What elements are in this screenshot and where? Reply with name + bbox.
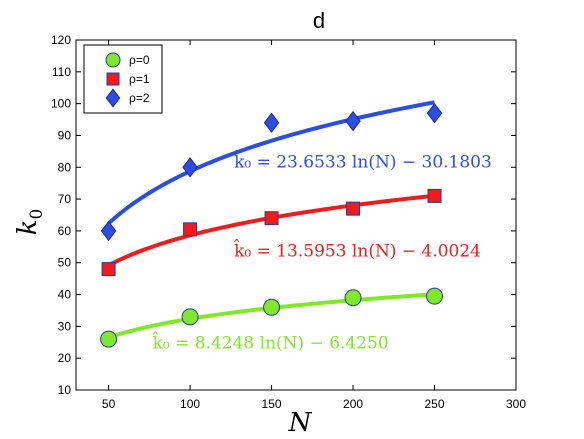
y-tick-label: 10 bbox=[58, 383, 72, 397]
y-tick-label: 70 bbox=[58, 192, 72, 206]
x-tick-label: 200 bbox=[343, 397, 363, 411]
y-tick-label: 100 bbox=[51, 97, 71, 111]
data-point bbox=[183, 222, 198, 237]
data-markers bbox=[100, 102, 444, 348]
y-axis-label: k0 bbox=[13, 209, 47, 236]
data-point bbox=[100, 330, 118, 348]
chart-title: d bbox=[313, 8, 325, 33]
data-point bbox=[426, 102, 443, 124]
x-tick-label: 250 bbox=[425, 397, 445, 411]
legend-label: ρ=0 bbox=[129, 53, 150, 67]
legend: ρ=0 ρ=1 ρ=2 bbox=[83, 44, 163, 114]
y-tick-label: 110 bbox=[52, 65, 71, 79]
y-tick-label: 50 bbox=[58, 256, 72, 270]
data-point bbox=[101, 262, 116, 277]
y-tick-label: 20 bbox=[58, 351, 72, 365]
data-point bbox=[344, 289, 362, 307]
x-tick-label: 100 bbox=[180, 397, 200, 411]
data-point bbox=[263, 112, 280, 133]
legend-label: ρ=2 bbox=[129, 91, 150, 105]
legend-marker bbox=[106, 72, 120, 86]
x-tick-label: 150 bbox=[262, 397, 282, 411]
axis-ticks: 50 100 150 200 250 300 10 20 30 40 50 60 70 80 90 100 11… bbox=[51, 33, 526, 411]
data-point bbox=[345, 110, 361, 132]
legend-marker bbox=[105, 52, 121, 68]
x-axis-label: N bbox=[288, 408, 313, 438]
legend-label: ρ=1 bbox=[129, 72, 150, 86]
data-point bbox=[426, 287, 444, 305]
y-tick-label: 80 bbox=[58, 160, 72, 174]
y-tick-label: 120 bbox=[51, 33, 71, 47]
y-tick-label: 30 bbox=[58, 319, 72, 333]
fit-line bbox=[107, 100, 435, 225]
x-tick-label: 300 bbox=[506, 397, 526, 411]
y-tick-label: 60 bbox=[58, 224, 72, 238]
y-tick-label: 90 bbox=[58, 128, 72, 142]
data-point bbox=[181, 308, 199, 326]
y-tick-label: 40 bbox=[58, 288, 72, 302]
data-point bbox=[264, 211, 279, 226]
fit-annotations: k̂₀ = 23.6533 ln(N) − 30.1803 k̂₀ = 13.59… bbox=[153, 151, 492, 354]
fit-equation: k̂₀ = 23.6533 ln(N) − 30.1803 bbox=[234, 151, 492, 173]
fit-equation: k̂₀ = 8.4248 ln(N) − 6.4250 bbox=[153, 332, 389, 354]
data-point bbox=[182, 157, 198, 178]
data-point bbox=[346, 201, 361, 216]
legend-box bbox=[83, 44, 163, 114]
x-tick-label: 50 bbox=[102, 397, 116, 411]
data-point bbox=[100, 220, 117, 242]
fit-equation: k̂₀ = 13.5953 ln(N) − 4.0024 bbox=[234, 240, 481, 262]
data-point bbox=[263, 298, 281, 316]
legend-marker bbox=[105, 88, 121, 108]
data-point bbox=[427, 188, 442, 203]
